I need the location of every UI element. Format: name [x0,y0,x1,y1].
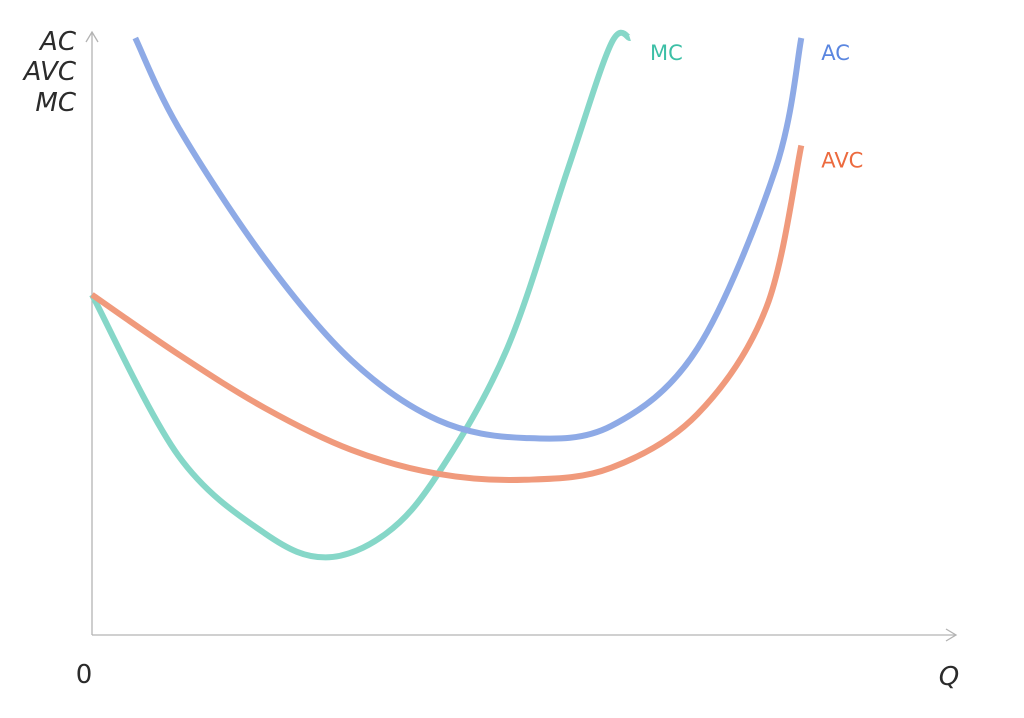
x-axis-label: Q [939,662,959,692]
avc-curve [90,144,805,484]
x-axis-arrow [945,628,958,642]
mc-curve [89,29,631,561]
y-axis-label: AC AVC MC [22,27,77,118]
series-layer [89,29,805,561]
origin-label: 0 [76,660,93,690]
ac-curve [132,36,805,442]
ac-series-label: AC [821,41,850,65]
avc-series-label: AVC [821,149,863,173]
y-axis-label-line-3: MC [35,88,76,118]
axes [85,30,958,642]
y-axis-arrow [85,30,99,43]
series-label-layer: MC AC AVC [650,41,863,173]
y-axis-label-line-1: AC [38,27,77,57]
mc-series-label: MC [650,41,683,65]
y-axis-label-line-2: AVC [22,57,77,87]
